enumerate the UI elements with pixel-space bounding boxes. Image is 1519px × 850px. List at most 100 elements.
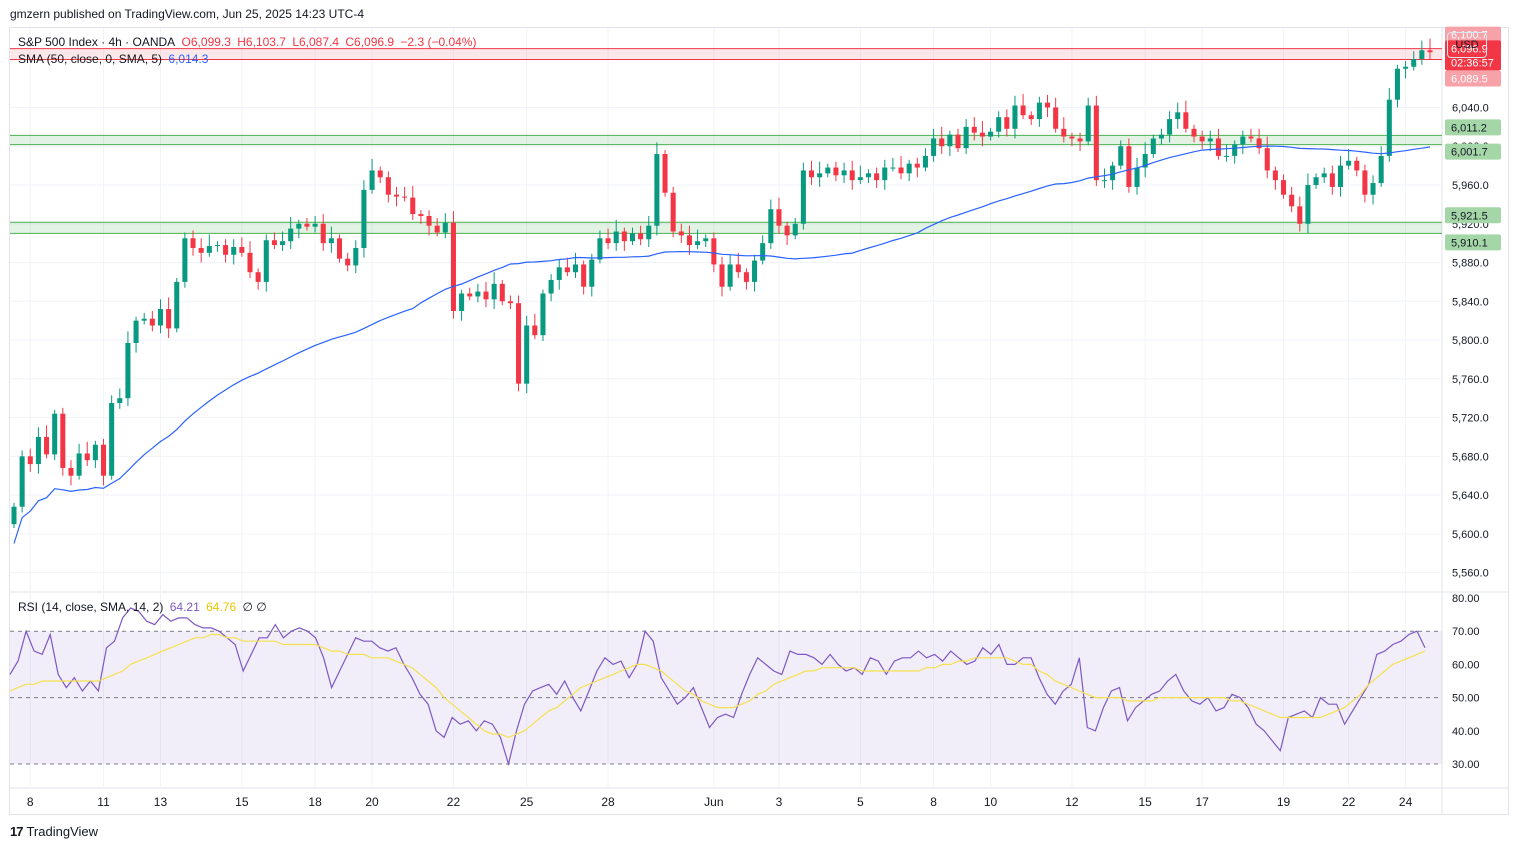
price-tick-label: 5,760.0 (1452, 374, 1489, 386)
candle-body (312, 223, 318, 227)
candle-body (475, 291, 481, 297)
candle-body (833, 167, 839, 176)
rsi-ma-line (9, 633, 1426, 739)
candle-body (1036, 102, 1042, 120)
legend-open: O6,099.3 (181, 35, 231, 49)
candle-body (157, 309, 164, 326)
candle-body (1085, 105, 1091, 142)
candle-body (377, 170, 383, 178)
candle-body (743, 272, 749, 282)
candle-body (459, 293, 465, 311)
candle-body (1403, 66, 1409, 69)
time-tick-label: 22 (447, 795, 461, 809)
candle-body (711, 238, 717, 265)
candle-body (1142, 153, 1148, 168)
rsi-tick-label: 70.00 (1452, 626, 1480, 638)
chart-frame[interactable] (9, 27, 1509, 815)
candle-body (1321, 173, 1327, 178)
candle-body (68, 467, 74, 476)
legend-sma-label: SMA (50, close, 0, SMA, 5) (18, 52, 163, 66)
time-tick-label: 19 (1277, 795, 1291, 809)
publish-line: gmzern published on TradingView.com, Jun… (10, 7, 364, 21)
candle-body (865, 173, 872, 178)
candle-body (784, 225, 790, 236)
tradingview-logo-icon: 17 (10, 824, 24, 839)
candle-body (1329, 173, 1335, 187)
candle-body (727, 264, 733, 287)
candle-body (336, 238, 343, 259)
candle-body (304, 223, 310, 227)
candle-body (556, 267, 562, 280)
candle-body (76, 453, 82, 476)
candle-body (263, 240, 269, 282)
candle-body (1069, 136, 1075, 139)
candle-body (1053, 107, 1059, 129)
candle-body (800, 170, 806, 224)
legend-rsi-ma-value: 64.76 (206, 600, 237, 614)
candle-body (467, 293, 473, 297)
candle-body (581, 264, 587, 287)
candle-body (1110, 165, 1116, 181)
candle-body (678, 231, 684, 236)
candle-body (906, 163, 912, 174)
candle-body (320, 223, 326, 244)
price-label-green: 5,921.5 (1451, 210, 1488, 222)
label-layer: 6,100.76,096.902:36:576,089.56,011.26,00… (1445, 26, 1501, 251)
candle-body (361, 189, 367, 248)
candle-body (1362, 170, 1368, 195)
price-tick-label: 5,680.0 (1452, 451, 1489, 463)
price-tick-label: 5,720.0 (1452, 413, 1489, 425)
candle-body (1199, 136, 1205, 142)
footer-logo[interactable]: 17 TradingView (10, 824, 98, 839)
candle-body (92, 444, 98, 461)
candle-body (1297, 206, 1303, 224)
candle-body (752, 260, 758, 282)
candle-body (223, 245, 229, 255)
candle-body (1378, 155, 1384, 184)
candle-body (825, 167, 831, 174)
candle-body (1305, 184, 1311, 224)
candle-body (369, 170, 375, 190)
candle-body (206, 246, 212, 253)
currency-button[interactable]: USD (1447, 32, 1487, 58)
candle-body (629, 233, 636, 242)
rsi-tick-label: 60.00 (1452, 659, 1480, 671)
candle-body (605, 238, 611, 244)
candle-body (1118, 146, 1124, 166)
footer-brand: TradingView (26, 824, 99, 839)
time-tick-label: 11 (97, 795, 110, 809)
price-label-box (1445, 40, 1501, 57)
candle-body (947, 134, 953, 147)
candle-body (491, 283, 497, 300)
candle-body (882, 167, 888, 181)
candle-body (133, 320, 139, 343)
time-tick-label: 22 (1342, 795, 1356, 809)
candle-body (524, 325, 530, 384)
candle-body (1337, 165, 1344, 187)
candle-body (1386, 99, 1392, 156)
candle-body (1248, 136, 1254, 139)
candle-body (166, 309, 172, 329)
candle-body (1158, 134, 1164, 139)
candle-body (231, 247, 237, 255)
legend-close: C6,096.9 (345, 35, 395, 49)
candle-body (662, 153, 668, 193)
candle-body (1394, 68, 1400, 100)
candle-body (11, 506, 17, 525)
candle-body (808, 170, 815, 178)
candle-body (1207, 138, 1213, 142)
candle-body (174, 281, 180, 329)
sma-line (13, 145, 1431, 544)
candle-body (914, 163, 920, 168)
rsi-tick-label: 30.00 (1452, 759, 1480, 771)
legend-symbol: S&P 500 Index · 4h · OANDA (18, 35, 176, 49)
candle-body (572, 264, 579, 273)
price-label-box (1445, 234, 1501, 251)
candle-body (198, 247, 204, 253)
candle-body (988, 131, 994, 137)
rsi-tick-label: 50.00 (1452, 693, 1480, 705)
candle-body (52, 413, 58, 455)
candle-body (247, 252, 253, 273)
price-label-box (1445, 26, 1501, 43)
